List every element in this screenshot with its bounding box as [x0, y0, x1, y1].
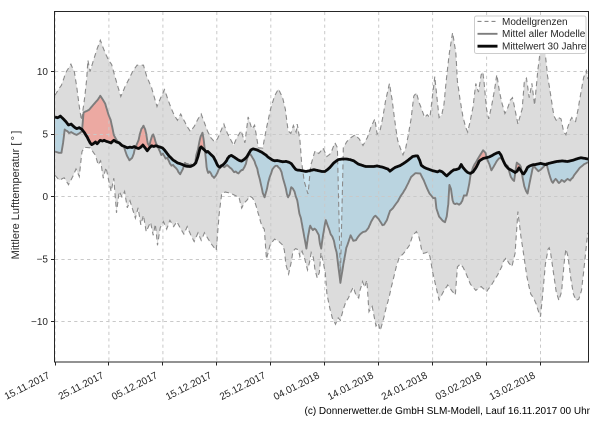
svg-text:−10: −10 — [31, 317, 48, 328]
svg-text:0: 0 — [42, 192, 48, 203]
svg-text:Mittel aller Modelle: Mittel aller Modelle — [502, 29, 586, 40]
svg-text:10: 10 — [37, 67, 49, 78]
svg-text:Mittelwert 30 Jahre: Mittelwert 30 Jahre — [502, 42, 587, 53]
svg-text:Mittlere Lufttemperatur [ ° ]: Mittlere Lufttemperatur [ ° ] — [10, 131, 22, 260]
svg-text:−5: −5 — [37, 255, 49, 266]
svg-text:Modellgrenzen: Modellgrenzen — [502, 17, 568, 28]
svg-text:(c) Donnerwetter.de GmbH SLM-M: (c) Donnerwetter.de GmbH SLM-Modell, Lau… — [304, 406, 590, 417]
svg-text:5: 5 — [42, 130, 48, 141]
